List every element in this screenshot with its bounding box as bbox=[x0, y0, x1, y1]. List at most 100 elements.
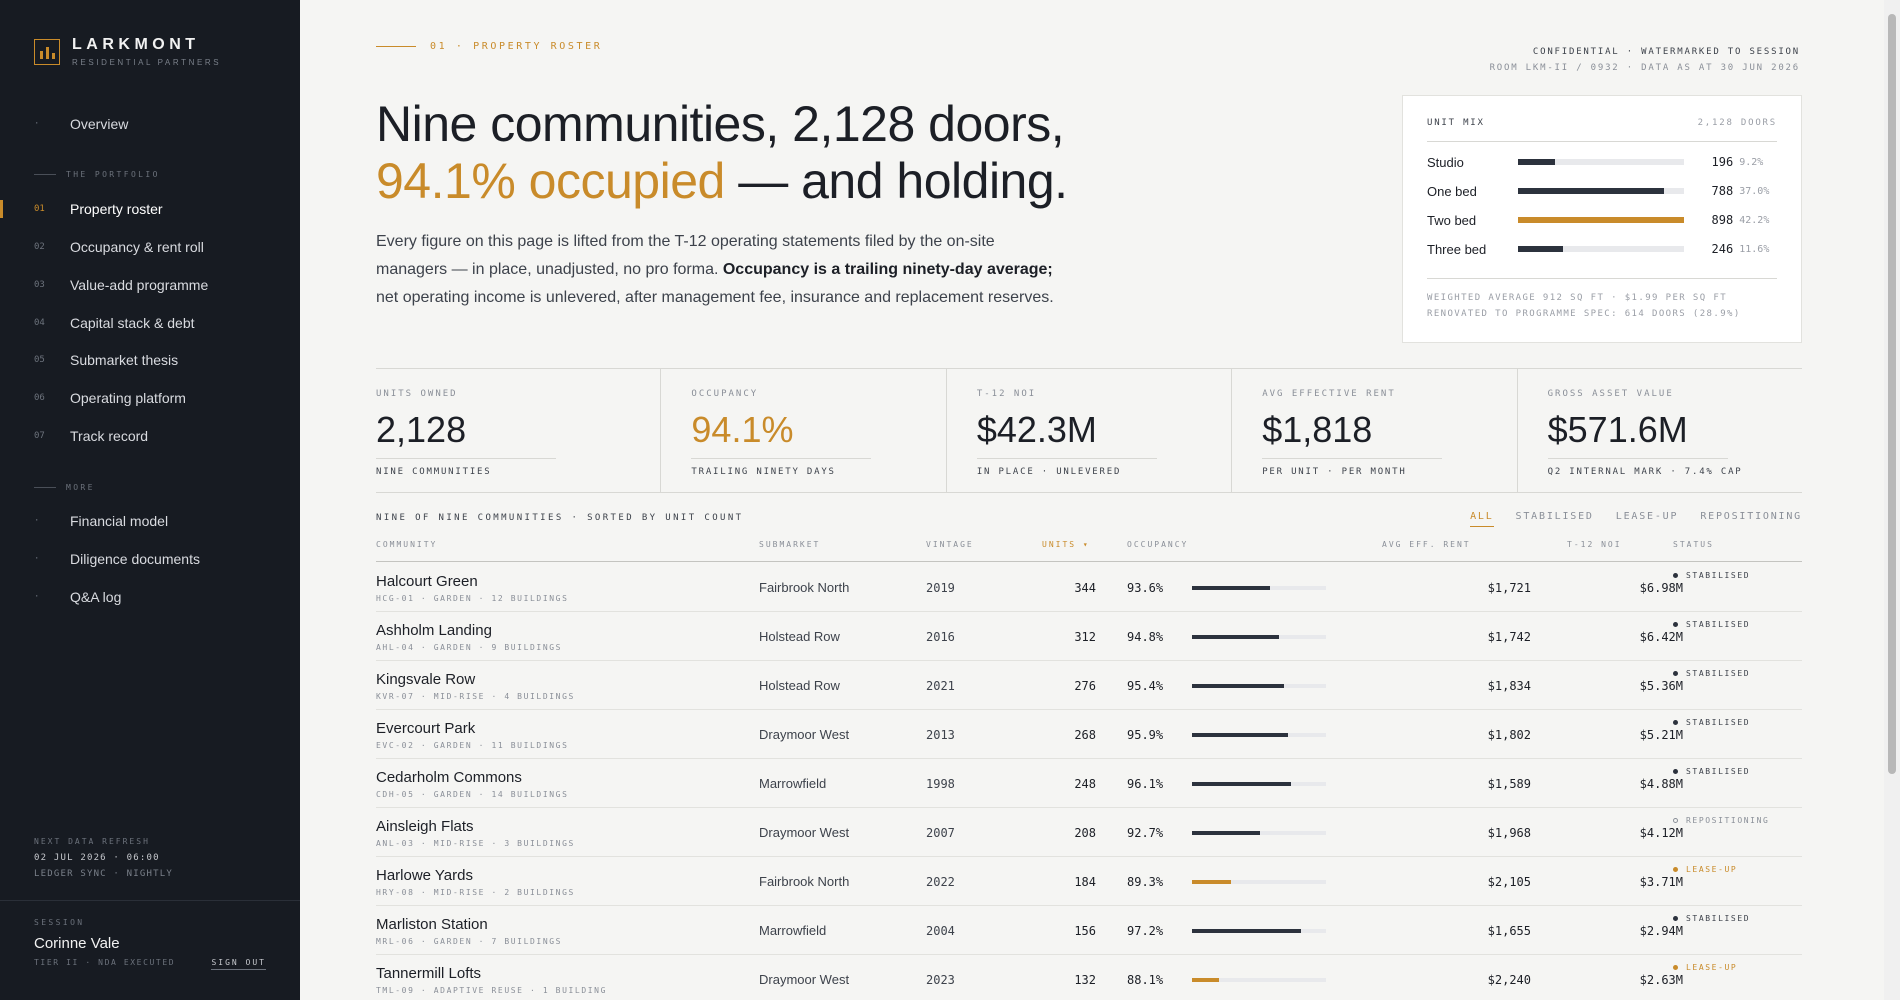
nav-item-property-roster[interactable]: 01 Property roster bbox=[0, 196, 300, 222]
column-header-occupancy[interactable]: OCCUPANCY bbox=[1127, 540, 1189, 549]
status-dot-icon bbox=[1673, 622, 1678, 627]
column-header-noi[interactable]: T-12 NOI bbox=[1567, 540, 1622, 549]
submarket: Draymoor West bbox=[759, 972, 850, 987]
kpi-avg-rent: AVG EFFECTIVE RENT $1,818 PER UNIT · PER… bbox=[1232, 369, 1518, 492]
community-name[interactable]: Marliston Station bbox=[376, 916, 488, 933]
table-row[interactable]: Halcourt Green HCG-01 · GARDEN · 12 BUILD… bbox=[376, 563, 1802, 612]
nav-item-operating-platform[interactable]: 06 Operating platform bbox=[0, 385, 300, 411]
nav-item-qa-log[interactable]: · Q&A log bbox=[0, 584, 300, 610]
status-dot-icon bbox=[1673, 965, 1678, 970]
community-meta: KVR-07 · MID-RISE · 4 BUILDINGS bbox=[376, 692, 575, 701]
avg-eff-rent: $1,655 bbox=[1487, 924, 1531, 938]
table-row[interactable]: Evercourt Park EVC-02 · GARDEN · 11 BUILD… bbox=[376, 710, 1802, 759]
submarket: Fairbrook North bbox=[759, 580, 850, 595]
lede-text: net operating income is unlevered, after… bbox=[376, 289, 1054, 306]
occupancy-bar bbox=[1192, 782, 1326, 786]
nav-item-financial-model[interactable]: · Financial model bbox=[0, 508, 300, 534]
status-badge: STABILISED bbox=[1673, 718, 1750, 727]
scrollbar[interactable] bbox=[1884, 0, 1900, 1000]
column-header-units[interactable]: UNITS ▾ bbox=[1042, 540, 1090, 549]
unit-mix-row: One bed 788 37.0% bbox=[1427, 181, 1777, 201]
unit-count: 898 bbox=[1711, 213, 1734, 227]
column-header-community[interactable]: COMMUNITY bbox=[376, 540, 438, 549]
community-name[interactable]: Harlowe Yards bbox=[376, 867, 473, 884]
nav-item-track-record[interactable]: 07 Track record bbox=[0, 423, 300, 449]
community-name[interactable]: Ashholm Landing bbox=[376, 622, 492, 639]
community-meta: HCG-01 · GARDEN · 12 BUILDINGS bbox=[376, 594, 569, 603]
vintage: 2019 bbox=[926, 581, 955, 595]
unit-mix-bar-fill bbox=[1518, 159, 1555, 165]
unit-mix-footnote: WEIGHTED AVERAGE 912 SQ FT · $1.99 PER S… bbox=[1427, 290, 1741, 322]
units: 312 bbox=[1074, 630, 1096, 644]
occupancy: 89.3% bbox=[1127, 875, 1164, 889]
table-row[interactable]: Marliston Station MRL-06 · GARDEN · 7 BUI… bbox=[376, 906, 1802, 955]
community-name[interactable]: Evercourt Park bbox=[376, 720, 476, 737]
scrollbar-thumb[interactable] bbox=[1888, 14, 1896, 774]
table-row[interactable]: Harlowe Yards HRY-08 · MID-RISE · 2 BUILD… bbox=[376, 857, 1802, 906]
unit-mix-bar-fill bbox=[1518, 217, 1684, 223]
community-name[interactable]: Ainsleigh Flats bbox=[376, 818, 474, 835]
community-meta: CDH-05 · GARDEN · 14 BUILDINGS bbox=[376, 790, 569, 799]
divider bbox=[1427, 278, 1777, 279]
nav-number: 07 bbox=[34, 431, 45, 441]
submarket: Marrowfield bbox=[759, 923, 827, 938]
column-header-vintage[interactable]: VINTAGE bbox=[926, 540, 974, 549]
column-header-rent[interactable]: AVG EFF. RENT bbox=[1382, 540, 1471, 549]
nav-number: 05 bbox=[34, 355, 45, 365]
occupancy: 88.1% bbox=[1127, 973, 1164, 987]
divider bbox=[1547, 458, 1728, 459]
status-badge: STABILISED bbox=[1673, 571, 1750, 580]
table-row[interactable]: Kingsvale Row KVR-07 · MID-RISE · 4 BUILD… bbox=[376, 661, 1802, 710]
status-dot-icon bbox=[1673, 720, 1678, 725]
column-header-submarket[interactable]: SUBMARKET bbox=[759, 540, 821, 549]
nav-item-diligence[interactable]: · Diligence documents bbox=[0, 546, 300, 572]
nav-bullet: · bbox=[34, 516, 40, 526]
nav-item-submarket[interactable]: 05 Submarket thesis bbox=[0, 347, 300, 373]
table-row[interactable]: Ashholm Landing AHL-04 · GARDEN · 9 BUILD… bbox=[376, 612, 1802, 661]
unit-mix-bar bbox=[1518, 159, 1684, 165]
vintage: 2022 bbox=[926, 875, 955, 889]
filter-repositioning[interactable]: REPOSITIONING bbox=[1700, 511, 1802, 522]
status-dot-icon bbox=[1673, 671, 1678, 676]
community-name[interactable]: Halcourt Green bbox=[376, 573, 478, 590]
community-meta: TML-09 · ADAPTIVE REUSE · 1 BUILDING bbox=[376, 986, 607, 995]
occupancy-bar bbox=[1192, 880, 1326, 884]
divider bbox=[1427, 141, 1777, 142]
t12-noi: $2.94M bbox=[1639, 924, 1683, 938]
unit-mix-card: UNIT MIX 2,128 DOORS Studio 196 9.2% One… bbox=[1402, 95, 1802, 343]
community-name[interactable]: Cedarholm Commons bbox=[376, 769, 522, 786]
filter-stabilised[interactable]: STABILISED bbox=[1515, 511, 1594, 522]
unit-pct: 11.6% bbox=[1739, 243, 1770, 255]
units: 268 bbox=[1074, 728, 1096, 742]
table-row[interactable]: Tannermill Lofts TML-09 · ADAPTIVE REUSE … bbox=[376, 955, 1802, 1000]
section-eyebrow: 01 · PROPERTY ROSTER bbox=[376, 41, 602, 52]
unit-mix-bar bbox=[1518, 246, 1684, 252]
column-header-status[interactable]: STATUS bbox=[1673, 540, 1714, 549]
nav-label: Operating platform bbox=[70, 390, 186, 406]
status-label: STABILISED bbox=[1686, 620, 1751, 629]
nav-overview[interactable]: · Overview bbox=[0, 111, 300, 137]
nav-number: 04 bbox=[34, 318, 45, 328]
filter-lease-up[interactable]: LEASE-UP bbox=[1615, 511, 1679, 522]
occupancy-bar bbox=[1192, 684, 1326, 688]
occupancy: 93.6% bbox=[1127, 581, 1164, 595]
brand[interactable]: LARKMONT RESIDENTIAL PARTNERS bbox=[34, 36, 221, 67]
kpi-label: T-12 NOI bbox=[976, 389, 1037, 399]
nav-label: Submarket thesis bbox=[70, 352, 179, 368]
sign-out-button[interactable]: SIGN OUT bbox=[211, 958, 266, 970]
main-content: 01 · PROPERTY ROSTER CONFIDENTIAL · WATE… bbox=[300, 0, 1884, 1000]
table-row[interactable]: Ainsleigh Flats ANL-03 · MID-RISE · 3 BUI… bbox=[376, 808, 1802, 857]
lede-text: Every figure on this page is lifted from… bbox=[376, 233, 995, 278]
nav-label: Diligence documents bbox=[70, 551, 200, 567]
unit-mix-bar bbox=[1518, 217, 1684, 223]
filter-all[interactable]: ALL bbox=[1470, 511, 1494, 527]
community-name[interactable]: Tannermill Lofts bbox=[376, 965, 482, 982]
nav-item-capital-stack[interactable]: 04 Capital stack & debt bbox=[0, 310, 300, 336]
occupancy-bar-fill bbox=[1192, 831, 1261, 835]
nav-item-occupancy[interactable]: 02 Occupancy & rent roll bbox=[0, 234, 300, 260]
nav-item-value-add[interactable]: 03 Value-add programme bbox=[0, 272, 300, 298]
t12-noi: $2.63M bbox=[1639, 973, 1683, 987]
status-badge: REPOSITIONING bbox=[1673, 816, 1769, 825]
table-row[interactable]: Cedarholm Commons CDH-05 · GARDEN · 14 BU… bbox=[376, 759, 1802, 808]
community-name[interactable]: Kingsvale Row bbox=[376, 671, 476, 688]
